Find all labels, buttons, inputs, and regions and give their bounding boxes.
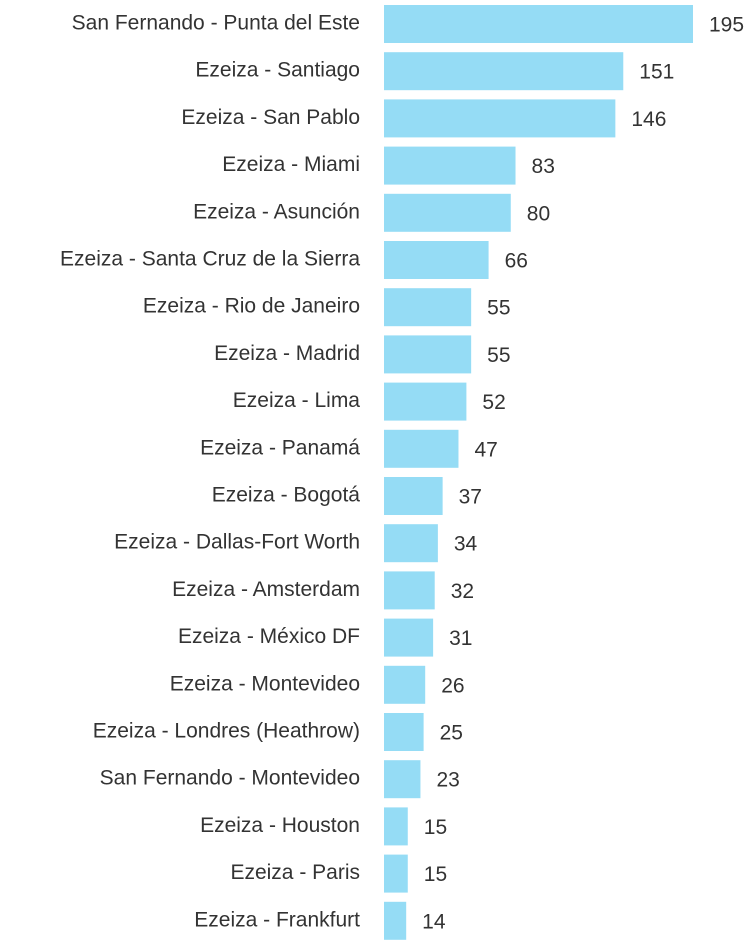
category-label: Ezeiza - San Pablo xyxy=(181,106,360,129)
bar xyxy=(384,52,624,91)
value-label: 47 xyxy=(474,438,497,461)
value-label: 195 xyxy=(709,14,744,37)
value-label: 83 xyxy=(532,155,555,178)
category-label: Ezeiza - Dallas-Fort Worth xyxy=(114,531,360,554)
category-label: Ezeiza - Amsterdam xyxy=(172,578,360,601)
value-label: 55 xyxy=(487,297,510,320)
category-label: Ezeiza - Lima xyxy=(233,389,361,412)
value-label: 31 xyxy=(449,627,472,650)
bar xyxy=(384,854,408,893)
bar xyxy=(384,382,467,421)
category-label: Ezeiza - Frankfurt xyxy=(194,908,360,931)
value-label: 146 xyxy=(631,108,666,131)
bar xyxy=(384,99,616,138)
category-label: Ezeiza - Santa Cruz de la Sierra xyxy=(60,248,360,271)
bar xyxy=(384,807,408,846)
bar xyxy=(384,571,435,610)
bar xyxy=(384,760,421,799)
category-label: Ezeiza - Houston xyxy=(200,814,360,837)
category-label: Ezeiza - Montevideo xyxy=(170,672,360,695)
category-label: Ezeiza - Paris xyxy=(230,861,360,884)
value-label: 15 xyxy=(424,863,447,886)
bar xyxy=(384,618,434,657)
value-label: 14 xyxy=(422,910,446,933)
category-label: Ezeiza - Miami xyxy=(222,153,360,176)
bar xyxy=(384,5,693,43)
value-label: 52 xyxy=(482,391,505,414)
value-label: 23 xyxy=(436,769,459,792)
category-label: San Fernando - Punta del Este xyxy=(72,12,360,35)
category-label: Ezeiza - México DF xyxy=(178,625,360,648)
category-label: Ezeiza - Panamá xyxy=(200,436,360,459)
value-label: 15 xyxy=(424,816,447,839)
value-label: 80 xyxy=(527,202,550,225)
value-label: 55 xyxy=(487,344,510,367)
value-label: 34 xyxy=(454,533,478,556)
bar xyxy=(384,193,511,232)
category-label: Ezeiza - Madrid xyxy=(214,342,360,365)
category-label: San Fernando - Montevideo xyxy=(100,767,360,790)
category-label: Ezeiza - Rio de Janeiro xyxy=(143,295,360,318)
category-label: Ezeiza - Londres (Heathrow) xyxy=(93,720,360,743)
category-label: Ezeiza - Bogotá xyxy=(212,484,361,507)
bar xyxy=(384,429,459,468)
bar xyxy=(384,146,516,185)
bar xyxy=(384,288,472,327)
value-label: 37 xyxy=(459,486,482,509)
bar xyxy=(384,524,438,563)
category-label: Ezeiza - Asunción xyxy=(193,200,360,223)
bar xyxy=(384,713,424,751)
bar xyxy=(384,241,489,279)
value-label: 66 xyxy=(505,250,528,273)
bar xyxy=(384,901,407,940)
value-label: 25 xyxy=(440,722,463,745)
value-label: 26 xyxy=(441,674,464,697)
bar xyxy=(384,665,426,704)
value-label: 151 xyxy=(639,61,674,84)
bar xyxy=(384,335,472,374)
value-label: 32 xyxy=(451,580,474,603)
category-label: Ezeiza - Santiago xyxy=(195,59,360,82)
bar xyxy=(384,477,443,515)
